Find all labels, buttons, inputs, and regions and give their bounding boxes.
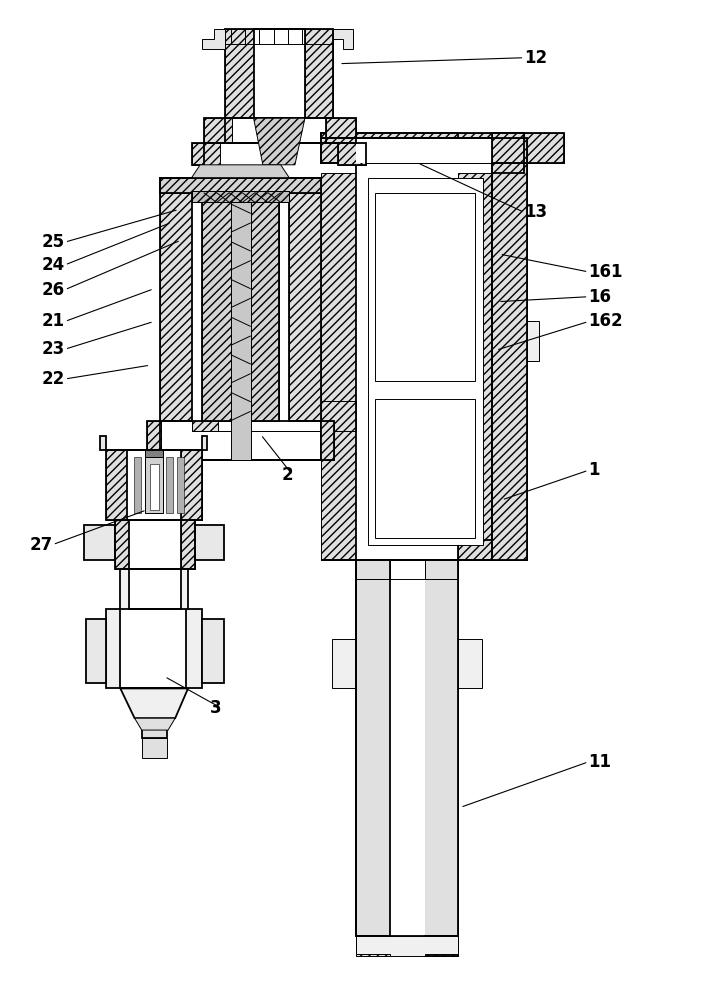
Text: 24: 24 <box>42 256 65 274</box>
Text: 25: 25 <box>42 233 65 251</box>
Bar <box>322 133 564 163</box>
Bar <box>115 520 129 569</box>
Polygon shape <box>203 619 224 683</box>
Text: 161: 161 <box>588 263 623 281</box>
Text: 22: 22 <box>42 370 65 388</box>
Text: 21: 21 <box>42 312 65 330</box>
Text: 26: 26 <box>42 281 65 299</box>
Bar <box>327 118 356 143</box>
Text: 162: 162 <box>588 312 623 330</box>
Bar <box>425 559 458 956</box>
Bar <box>166 457 173 513</box>
Bar <box>355 138 492 163</box>
Bar <box>203 193 279 421</box>
Text: 3: 3 <box>210 699 221 717</box>
Bar <box>337 143 366 165</box>
Bar <box>106 450 128 520</box>
Bar <box>150 464 159 510</box>
Bar <box>143 688 167 738</box>
Text: 16: 16 <box>588 288 611 306</box>
Bar <box>254 29 305 118</box>
Bar <box>355 560 390 936</box>
Bar <box>492 138 526 163</box>
Bar <box>322 401 355 431</box>
Bar <box>225 29 254 118</box>
Polygon shape <box>84 525 115 560</box>
Bar <box>375 193 474 381</box>
Polygon shape <box>106 609 203 688</box>
Polygon shape <box>100 436 207 450</box>
Polygon shape <box>333 29 353 49</box>
Bar <box>355 559 390 956</box>
Bar <box>129 520 181 569</box>
Polygon shape <box>458 639 482 688</box>
Text: 2: 2 <box>281 466 293 484</box>
Text: 23: 23 <box>42 340 65 358</box>
Polygon shape <box>192 165 289 178</box>
Polygon shape <box>120 569 188 609</box>
Bar <box>390 559 425 956</box>
Bar <box>145 457 163 513</box>
Bar <box>181 520 195 569</box>
Text: 27: 27 <box>30 536 53 554</box>
Bar <box>425 560 458 936</box>
Bar <box>322 138 355 163</box>
Bar <box>231 193 251 460</box>
Text: 11: 11 <box>588 753 611 771</box>
Bar <box>322 173 355 560</box>
Bar <box>192 178 289 421</box>
Polygon shape <box>492 302 539 381</box>
Bar <box>128 450 181 520</box>
Bar <box>368 178 483 545</box>
Bar <box>159 178 192 421</box>
Polygon shape <box>355 936 458 956</box>
Bar <box>305 29 333 118</box>
Bar <box>155 457 162 513</box>
Polygon shape <box>355 163 526 560</box>
Bar <box>177 457 184 513</box>
Bar <box>375 399 474 538</box>
Text: 13: 13 <box>524 203 547 221</box>
Text: 12: 12 <box>524 49 547 67</box>
Polygon shape <box>332 639 355 688</box>
Bar <box>192 393 218 431</box>
Bar <box>204 118 232 143</box>
Bar <box>492 163 526 560</box>
Polygon shape <box>254 118 305 165</box>
Bar <box>145 450 163 457</box>
Bar <box>492 133 524 163</box>
Bar <box>146 421 161 460</box>
Bar <box>145 457 151 513</box>
Polygon shape <box>143 738 167 758</box>
Bar <box>320 421 334 460</box>
Bar <box>181 450 203 520</box>
Polygon shape <box>86 619 106 683</box>
Polygon shape <box>120 688 188 718</box>
Bar <box>134 457 141 513</box>
Bar <box>159 178 322 193</box>
Bar <box>458 173 492 560</box>
Bar <box>355 173 458 560</box>
Bar <box>289 178 322 421</box>
Text: 1: 1 <box>588 461 600 479</box>
Bar <box>192 191 289 202</box>
Polygon shape <box>192 393 355 431</box>
Polygon shape <box>203 29 225 49</box>
Polygon shape <box>195 525 224 560</box>
Bar <box>192 143 220 165</box>
Polygon shape <box>135 718 175 730</box>
